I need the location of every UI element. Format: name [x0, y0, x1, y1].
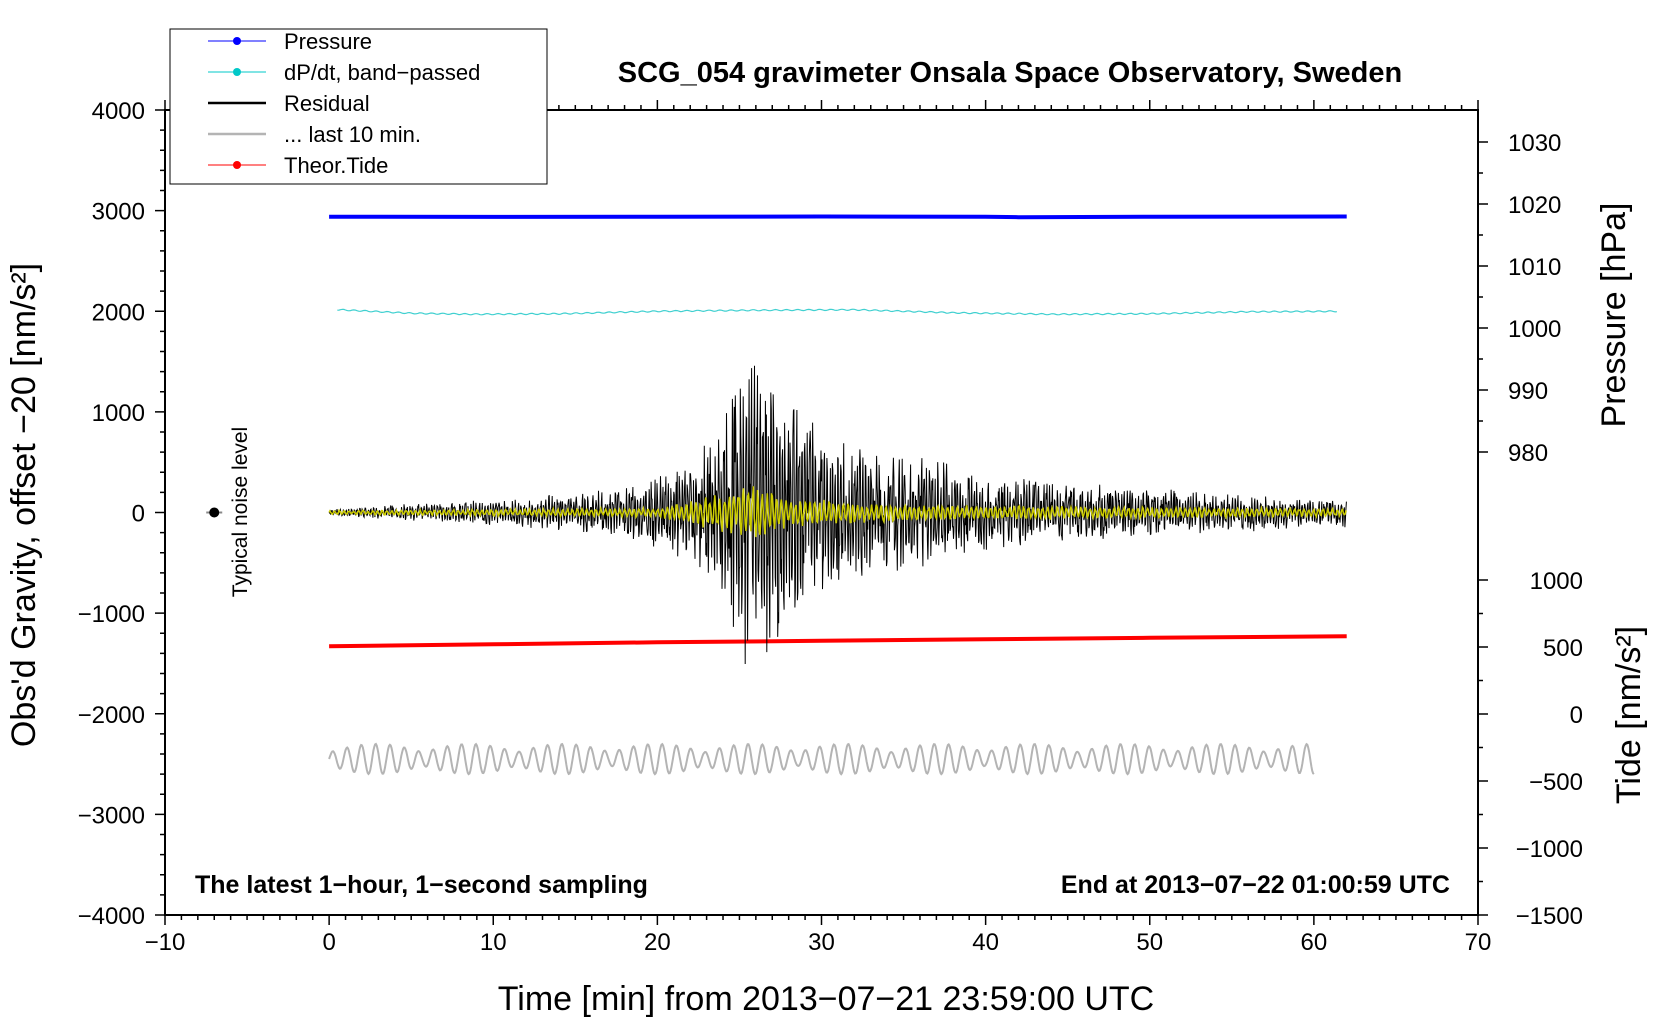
- tide-tick-label: 0: [1570, 702, 1583, 729]
- legend: Pressure dP/dt, band−passed Residual ... la…: [169, 28, 548, 185]
- legend-marker: [233, 161, 241, 169]
- legend-marker: [233, 37, 241, 45]
- legend-box: [169, 28, 548, 185]
- pressure-line: [329, 214, 1347, 220]
- y-tick-label: 1000: [92, 400, 145, 427]
- legend-label: Theor.Tide: [284, 153, 388, 178]
- x-tick-label: 50: [1136, 929, 1163, 956]
- x-tick-label: 20: [644, 929, 671, 956]
- pressure-tick-label: 980: [1508, 440, 1548, 467]
- y-tick-label: 3000: [92, 199, 145, 226]
- noise-level-label: Typical noise level: [229, 427, 252, 597]
- y-tick-label: 0: [132, 501, 145, 528]
- tide-tick-label: 1000: [1530, 568, 1583, 595]
- tide-tick-label: 500: [1543, 635, 1583, 662]
- chart-title: SCG_054 gravimeter Onsala Space Observat…: [618, 57, 1402, 89]
- x-tick-label: 30: [808, 929, 835, 956]
- y-axis-label-left: Obs'd Gravity, offset −20 [nm/s²]: [5, 263, 43, 747]
- x-tick-label: 70: [1465, 929, 1492, 956]
- pressure-tick-label: 1020: [1508, 192, 1561, 219]
- dpdt-line: [337, 308, 1337, 316]
- x-tick-label: −10: [145, 929, 186, 956]
- y-tick-label: −2000: [78, 702, 145, 729]
- tide-tick-label: −500: [1529, 769, 1583, 796]
- legend-marker: [233, 68, 241, 76]
- pressure-tick-label: 1030: [1508, 130, 1561, 157]
- x-tick-label: 10: [480, 929, 507, 956]
- legend-label: Pressure: [284, 29, 372, 54]
- x-tick-label: 60: [1301, 929, 1328, 956]
- y-tick-label: 4000: [92, 98, 145, 125]
- y-tick-label: 2000: [92, 299, 145, 326]
- pressure-tick-label: 1000: [1508, 316, 1561, 343]
- x-tick-label: 40: [972, 929, 999, 956]
- bandpassed-line: [328, 486, 1347, 538]
- annotation-sampling: The latest 1−hour, 1−second sampling: [195, 871, 648, 899]
- tide-line: [329, 634, 1347, 649]
- x-axis-label: Time [min] from 2013−07−21 23:59:00 UTC: [498, 980, 1154, 1018]
- y-tick-label: −1000: [78, 601, 145, 628]
- annotation-end-time: End at 2013−07−22 01:00:59 UTC: [1061, 871, 1450, 899]
- tide-tick-label: −1500: [1516, 903, 1583, 930]
- residual-line: [328, 365, 1347, 665]
- legend-label: Residual: [284, 91, 370, 116]
- last-10-min-line: [328, 742, 1315, 776]
- pressure-tick-label: 990: [1508, 378, 1548, 405]
- y-axis-label-pressure: Pressure [hPa]: [1595, 203, 1633, 428]
- y-tick-label: −4000: [78, 903, 145, 930]
- noise-marker: [209, 507, 220, 518]
- pressure-tick-label: 1010: [1508, 254, 1561, 281]
- x-tick-label: 0: [322, 929, 335, 956]
- y-axis-label-tide: Tide [nm/s²]: [1610, 626, 1648, 804]
- tide-tick-label: −1000: [1516, 836, 1583, 863]
- y-tick-label: −3000: [78, 802, 145, 829]
- legend-label: ... last 10 min.: [284, 122, 421, 147]
- legend-label: dP/dt, band−passed: [284, 60, 480, 85]
